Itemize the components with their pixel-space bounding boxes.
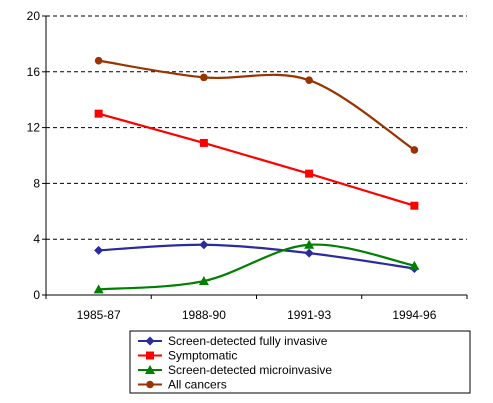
data-point [199,138,208,147]
data-point [94,245,104,255]
data-point [200,73,208,82]
data-point [94,56,103,65]
data-point [410,201,419,210]
series-lines [93,56,420,294]
x-tick-label: 1991-93 [287,308,331,322]
data-point [304,239,315,249]
legend-marker [146,351,154,360]
series-3 [94,56,419,154]
y-tick-label: 4 [33,232,40,246]
series-0 [94,240,419,273]
series-line [98,112,415,207]
x-tick-label: 1994-96 [392,308,436,322]
legend-item: Symptomatic [138,349,237,363]
data-point [305,76,313,84]
series-line [98,243,415,291]
series-line [98,59,415,151]
data-point [199,240,209,250]
legend-label: Screen-detected microinvasive [168,363,332,377]
axes [42,15,468,299]
data-point [409,260,420,270]
legend-item: All cancers [138,378,227,392]
data-point [410,146,419,154]
data-point [93,284,104,294]
legend-marker [145,365,155,374]
y-tick-label: 12 [27,121,41,135]
x-tick-label: 1988-90 [182,308,226,322]
data-point [94,109,103,118]
legend: Screen-detected fully invasiveSymptomati… [129,330,471,394]
series-line [98,243,415,270]
gridlines [46,15,467,240]
y-tick-labels: 0 4 8 12 16 20 [27,9,41,302]
data-point [198,276,209,286]
legend-box [129,330,471,394]
data-point [305,169,314,178]
series-1 [94,109,419,210]
y-tick-label: 0 [33,288,40,302]
legend-item: Screen-detected microinvasive [138,363,332,377]
legend-label: All cancers [168,378,227,392]
x-tick-label: 1985-87 [77,308,121,322]
legend-label: Screen-detected fully invasive [168,334,328,348]
legend-marker [145,336,155,346]
y-tick-label: 16 [27,65,41,79]
x-tick-labels: 1985-87 1988-90 1991-93 1994-96 [77,308,437,322]
legend-item: Screen-detected fully invasive [138,334,328,348]
y-tick-label: 20 [27,9,41,23]
data-point [304,248,314,258]
legend-label: Symptomatic [168,349,237,363]
series-2 [93,239,420,294]
y-tick-label: 8 [33,176,40,190]
legend-marker [146,380,154,389]
